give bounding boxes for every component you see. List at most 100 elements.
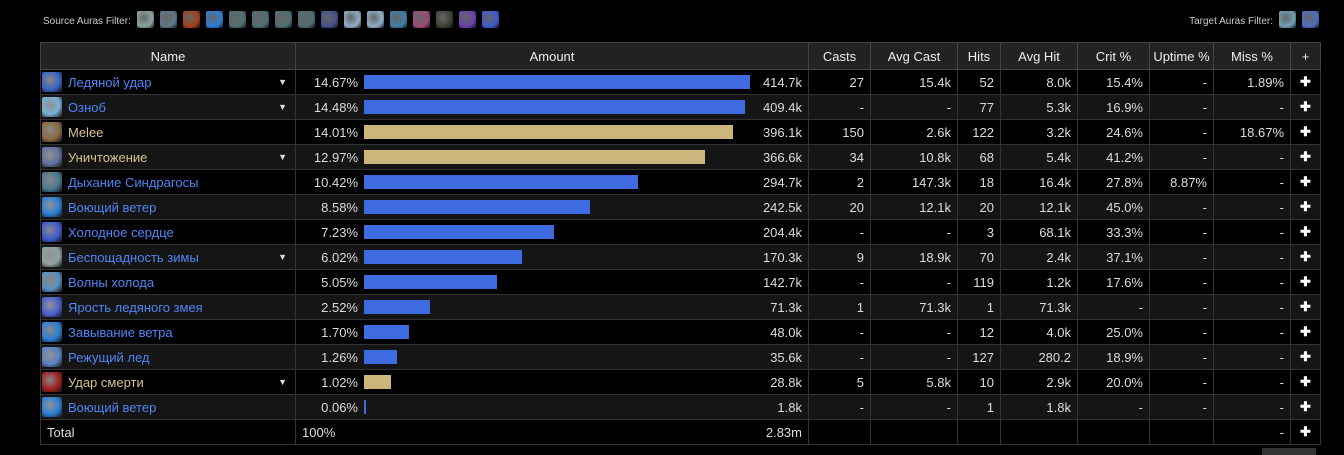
aura-filter-icon[interactable]: [136, 11, 154, 28]
row-add-button[interactable]: ✚: [1290, 344, 1321, 370]
amount-percent: 1.02%: [321, 374, 358, 390]
header-hits[interactable]: Hits: [957, 42, 1001, 70]
row-add-button[interactable]: ✚: [1290, 319, 1321, 345]
total-add-button[interactable]: ✚: [1290, 419, 1321, 445]
row-add-button[interactable]: ✚: [1290, 194, 1321, 220]
expand-dropdown-icon[interactable]: ▼: [278, 77, 287, 87]
spell-name-link[interactable]: Холодное сердце: [68, 224, 174, 240]
aura-filter-icon[interactable]: [205, 11, 223, 28]
amount-percent: 10.42%: [313, 174, 358, 190]
amount-cell: 2.52% 71.3k: [302, 300, 802, 315]
spell-name-link[interactable]: Удар смерти: [68, 374, 144, 390]
spell-name-link[interactable]: Волны холода: [68, 274, 155, 290]
aura-filter-icon[interactable]: [435, 11, 453, 28]
table-row[interactable]: Melee 14.01% 396.1k 150 2.6k 122 3.2k 24.6% -18.…: [40, 119, 1321, 145]
header-uptime[interactable]: Uptime %: [1149, 42, 1214, 70]
aura-filter-icon[interactable]: [297, 11, 315, 28]
header-crit[interactable]: Crit %: [1077, 42, 1150, 70]
amount-bar: [364, 125, 733, 139]
table-row[interactable]: Ледяной удар ▼ 14.67% 414.7k 27 15.4k 52 8.0k 15…: [40, 69, 1321, 95]
expand-dropdown-icon[interactable]: ▼: [278, 152, 287, 162]
row-add-button[interactable]: ✚: [1290, 144, 1321, 170]
aura-filter-icon[interactable]: [366, 11, 384, 28]
expand-dropdown-icon[interactable]: ▼: [278, 102, 287, 112]
spell-name-cell: Завывание ветра: [42, 322, 289, 342]
aura-filter-icon[interactable]: [481, 11, 499, 28]
aura-filter-icon[interactable]: [343, 11, 361, 28]
spell-name-link[interactable]: Режущий лед: [68, 349, 150, 365]
table-row[interactable]: Уничтожение ▼ 12.97% 366.6k 34 10.8k 68 5.4k 41.…: [40, 144, 1321, 170]
spell-name-link[interactable]: Ледяной удар: [68, 74, 152, 90]
header-add-column[interactable]: +: [1290, 42, 1321, 70]
aura-filter-icon[interactable]: [251, 11, 269, 28]
avg-hit-cell: 68.1k: [1000, 219, 1078, 245]
table-row[interactable]: Озноб ▼ 14.48% 409.4k - -77 5.3k 16.9% - - ✚: [40, 94, 1321, 120]
casts-cell: -: [808, 269, 871, 295]
table-row[interactable]: Ярость ледяного змея 2.52% 71.3k 1 71.3k 1 71.…: [40, 294, 1321, 320]
horizontal-scrollbar[interactable]: [1262, 448, 1316, 455]
header-name[interactable]: Name: [40, 42, 296, 70]
table-row[interactable]: Завывание ветра 1.70% 48.0k - -12 4.0k 25.0% - -…: [40, 319, 1321, 345]
spell-name-link[interactable]: Воющий ветер: [68, 199, 157, 215]
target-auras-label: Target Auras Filter:: [1189, 15, 1273, 27]
table-row[interactable]: Воющий ветер 0.06% 1.8k - -1 1.8k - - - ✚: [40, 394, 1321, 420]
spell-name-link[interactable]: Ярость ледяного змея: [68, 299, 203, 315]
row-add-button[interactable]: ✚: [1290, 394, 1321, 420]
spell-icon: [42, 222, 62, 242]
aura-filter-icon[interactable]: [274, 11, 292, 28]
aura-filter-icon[interactable]: [389, 11, 407, 28]
table-row[interactable]: Воющий ветер 8.58% 242.5k 20 12.1k 20 12.1k 45.…: [40, 194, 1321, 220]
row-add-button[interactable]: ✚: [1290, 219, 1321, 245]
header-avg-hit[interactable]: Avg Hit: [1000, 42, 1078, 70]
spell-name-link[interactable]: Беспощадность зимы: [68, 249, 199, 265]
row-add-button[interactable]: ✚: [1290, 244, 1321, 270]
table-row[interactable]: Холодное сердце 7.23% 204.4k - -3 68.1k 33.3% -…: [40, 219, 1321, 245]
header-amount[interactable]: Amount: [295, 42, 809, 70]
spell-name-link[interactable]: Дыхание Синдрагосы: [68, 174, 199, 190]
spell-name-link[interactable]: Воющий ветер: [68, 399, 157, 415]
spell-name-link[interactable]: Уничтожение: [68, 149, 148, 165]
header-avg-cast[interactable]: Avg Cast: [870, 42, 958, 70]
expand-dropdown-icon[interactable]: ▼: [278, 377, 287, 387]
header-casts[interactable]: Casts: [808, 42, 871, 70]
target-aura-filter-icon[interactable]: [1302, 11, 1319, 28]
table-row[interactable]: Дыхание Синдрагосы 10.42% 294.7k 2 147.3k 18 1…: [40, 169, 1321, 195]
row-add-button[interactable]: ✚: [1290, 169, 1321, 195]
miss-cell: -: [1213, 394, 1291, 420]
spell-icon: [42, 322, 62, 342]
spell-icon: [42, 272, 62, 292]
uptime-cell: -: [1149, 244, 1214, 270]
table-row[interactable]: Беспощадность зимы ▼ 6.02% 170.3k 9 18.9k 70 2.…: [40, 244, 1321, 270]
row-add-button[interactable]: ✚: [1290, 94, 1321, 120]
hits-cell: 20: [957, 194, 1001, 220]
aura-filter-icon[interactable]: [182, 11, 200, 28]
row-add-button[interactable]: ✚: [1290, 369, 1321, 395]
amount-cell: 1.02% 28.8k: [302, 375, 802, 390]
aura-filter-icon[interactable]: [458, 11, 476, 28]
table-row[interactable]: Режущий лед 1.26% 35.6k - -127 280.2 18.9% - - ✚: [40, 344, 1321, 370]
aura-filter-icon[interactable]: [320, 11, 338, 28]
spell-name-link[interactable]: Melee: [68, 124, 104, 140]
aura-filter-icon[interactable]: [228, 11, 246, 28]
row-add-button[interactable]: ✚: [1290, 294, 1321, 320]
row-add-button[interactable]: ✚: [1290, 119, 1321, 145]
target-aura-filter-icon[interactable]: [1279, 11, 1296, 28]
aura-filter-icon[interactable]: [412, 11, 430, 28]
spell-name-link[interactable]: Завывание ветра: [68, 324, 173, 340]
aura-filter-icon[interactable]: [159, 11, 177, 28]
table-row[interactable]: Удар смерти ▼ 1.02% 28.8k 5 5.8k 10 2.9k 20.0% - -…: [40, 369, 1321, 395]
hits-cell: 3: [957, 219, 1001, 245]
expand-dropdown-icon[interactable]: ▼: [278, 252, 287, 262]
spell-name-link[interactable]: Озноб: [68, 99, 106, 115]
hits-cell: 122: [957, 119, 1001, 145]
row-add-button[interactable]: ✚: [1290, 69, 1321, 95]
amount-bar: [364, 275, 497, 289]
avg-hit-cell: 12.1k: [1000, 194, 1078, 220]
uptime-cell: -: [1149, 144, 1214, 170]
row-add-button[interactable]: ✚: [1290, 269, 1321, 295]
table-row[interactable]: Волны холода 5.05% 142.7k - -119 1.2k 17.6% - - ✚: [40, 269, 1321, 295]
spell-icon: [42, 397, 62, 417]
hits-cell: 1: [957, 394, 1001, 420]
header-miss[interactable]: Miss %: [1213, 42, 1291, 70]
spell-name-cell: Воющий ветер: [42, 197, 289, 217]
